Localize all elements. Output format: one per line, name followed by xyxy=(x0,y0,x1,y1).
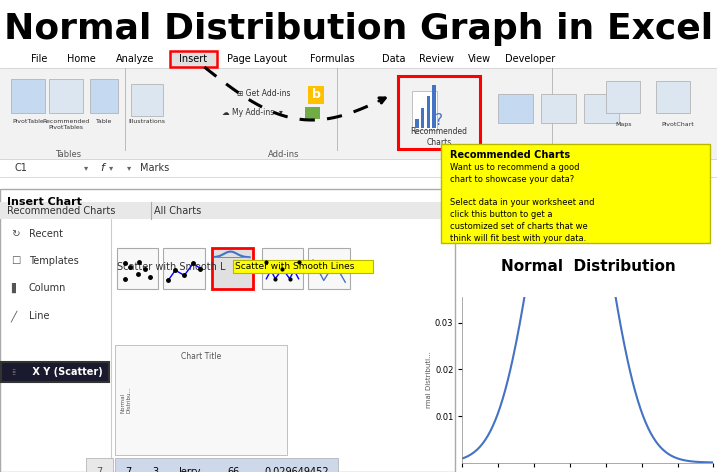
Text: ☁ My Add-ins  ▾: ☁ My Add-ins ▾ xyxy=(222,108,283,117)
FancyBboxPatch shape xyxy=(117,248,158,289)
Bar xyxy=(427,96,430,128)
Y-axis label: rmal Distributi...: rmal Distributi... xyxy=(426,352,432,408)
Text: ☐: ☐ xyxy=(11,256,20,266)
Text: File: File xyxy=(31,54,47,64)
Text: C1: C1 xyxy=(14,163,27,173)
Text: Marks: Marks xyxy=(140,163,169,173)
Bar xyxy=(308,86,324,104)
Text: Want us to recommend a good
chart to showcase your data?

Select data in your wo: Want us to recommend a good chart to sho… xyxy=(450,163,594,243)
Text: ╱: ╱ xyxy=(11,310,17,321)
Text: Recent: Recent xyxy=(29,228,62,239)
Text: Line: Line xyxy=(29,311,49,321)
Text: Recommended
Charts: Recommended Charts xyxy=(411,127,467,147)
Text: Formulas: Formulas xyxy=(310,54,355,64)
Text: Add-ins: Add-ins xyxy=(267,150,299,160)
Text: Maps: Maps xyxy=(615,122,632,127)
Text: 66: 66 xyxy=(227,467,239,472)
Bar xyxy=(432,85,436,128)
Text: f: f xyxy=(100,163,104,173)
FancyBboxPatch shape xyxy=(441,144,710,243)
Text: ⁞⁞: ⁞⁞ xyxy=(11,368,16,377)
Text: Templates: Templates xyxy=(29,256,78,266)
Bar xyxy=(131,84,163,116)
Text: Data: Data xyxy=(382,54,405,64)
Bar xyxy=(412,91,437,130)
Text: Scatter with Smooth Lines: Scatter with Smooth Lines xyxy=(235,262,354,271)
Text: Recommended Charts: Recommended Charts xyxy=(450,150,570,160)
Text: View: View xyxy=(468,54,491,64)
Text: Normal
Distribu...: Normal Distribu... xyxy=(120,387,131,413)
Bar xyxy=(115,458,338,472)
FancyBboxPatch shape xyxy=(262,248,303,289)
FancyBboxPatch shape xyxy=(115,345,287,455)
Text: X Y (Scatter): X Y (Scatter) xyxy=(29,367,103,378)
Bar xyxy=(0,202,455,219)
Text: Normal Distribution Graph in Excel: Normal Distribution Graph in Excel xyxy=(4,12,713,46)
FancyBboxPatch shape xyxy=(0,189,455,472)
Text: Home: Home xyxy=(67,54,96,64)
Text: Developer: Developer xyxy=(505,54,555,64)
Text: ⊞ Get Add-ins: ⊞ Get Add-ins xyxy=(237,89,290,98)
Text: Insert: Insert xyxy=(179,54,207,64)
Bar xyxy=(86,458,113,472)
Text: Column: Column xyxy=(29,283,66,294)
Text: Scatter with Smooth L: Scatter with Smooth L xyxy=(117,261,225,272)
Bar xyxy=(0,68,717,160)
Bar xyxy=(49,79,83,113)
Text: ?: ? xyxy=(435,113,443,128)
Bar xyxy=(421,108,424,128)
Text: Normal  Distribution: Normal Distribution xyxy=(500,259,675,274)
Text: PivotChart: PivotChart xyxy=(661,122,694,127)
Text: ▌: ▌ xyxy=(11,283,19,294)
Text: Chart Title: Chart Title xyxy=(181,352,221,361)
Text: Illustrations: Illustrations xyxy=(128,119,166,124)
Bar xyxy=(584,94,619,123)
Bar xyxy=(305,107,320,119)
Text: ↻: ↻ xyxy=(11,228,19,239)
Bar xyxy=(541,94,576,123)
Text: 7: 7 xyxy=(125,467,131,472)
Bar xyxy=(11,79,45,113)
FancyBboxPatch shape xyxy=(398,76,480,149)
Text: 0.029649452: 0.029649452 xyxy=(264,467,329,472)
FancyBboxPatch shape xyxy=(308,248,350,289)
Text: Review: Review xyxy=(419,54,454,64)
Text: 3: 3 xyxy=(153,467,158,472)
FancyBboxPatch shape xyxy=(163,248,205,289)
FancyBboxPatch shape xyxy=(233,260,373,273)
Bar xyxy=(656,81,690,113)
Text: Table: Table xyxy=(96,119,112,124)
Text: 7: 7 xyxy=(97,467,103,472)
Text: Charts: Charts xyxy=(445,150,473,160)
Text: Jerry: Jerry xyxy=(179,467,201,472)
Bar xyxy=(90,79,118,113)
Text: ▾: ▾ xyxy=(127,163,131,173)
Text: Page Layout: Page Layout xyxy=(227,54,288,64)
Text: b: b xyxy=(312,88,320,101)
FancyBboxPatch shape xyxy=(1,362,109,382)
Text: Recommended
PivotTables: Recommended PivotTables xyxy=(42,119,90,130)
Text: All Charts: All Charts xyxy=(154,205,201,216)
Text: ▾: ▾ xyxy=(109,163,113,173)
Bar xyxy=(498,94,533,123)
Text: ▾: ▾ xyxy=(84,163,88,173)
Bar xyxy=(606,81,640,113)
Text: Insert Chart: Insert Chart xyxy=(7,197,82,207)
Text: PivotTable: PivotTable xyxy=(12,119,44,124)
Text: Tables: Tables xyxy=(55,150,81,160)
Text: Recommended Charts: Recommended Charts xyxy=(7,205,115,216)
Bar xyxy=(415,119,419,128)
FancyBboxPatch shape xyxy=(212,248,253,289)
Text: Analyze: Analyze xyxy=(116,54,155,64)
FancyBboxPatch shape xyxy=(170,51,217,67)
